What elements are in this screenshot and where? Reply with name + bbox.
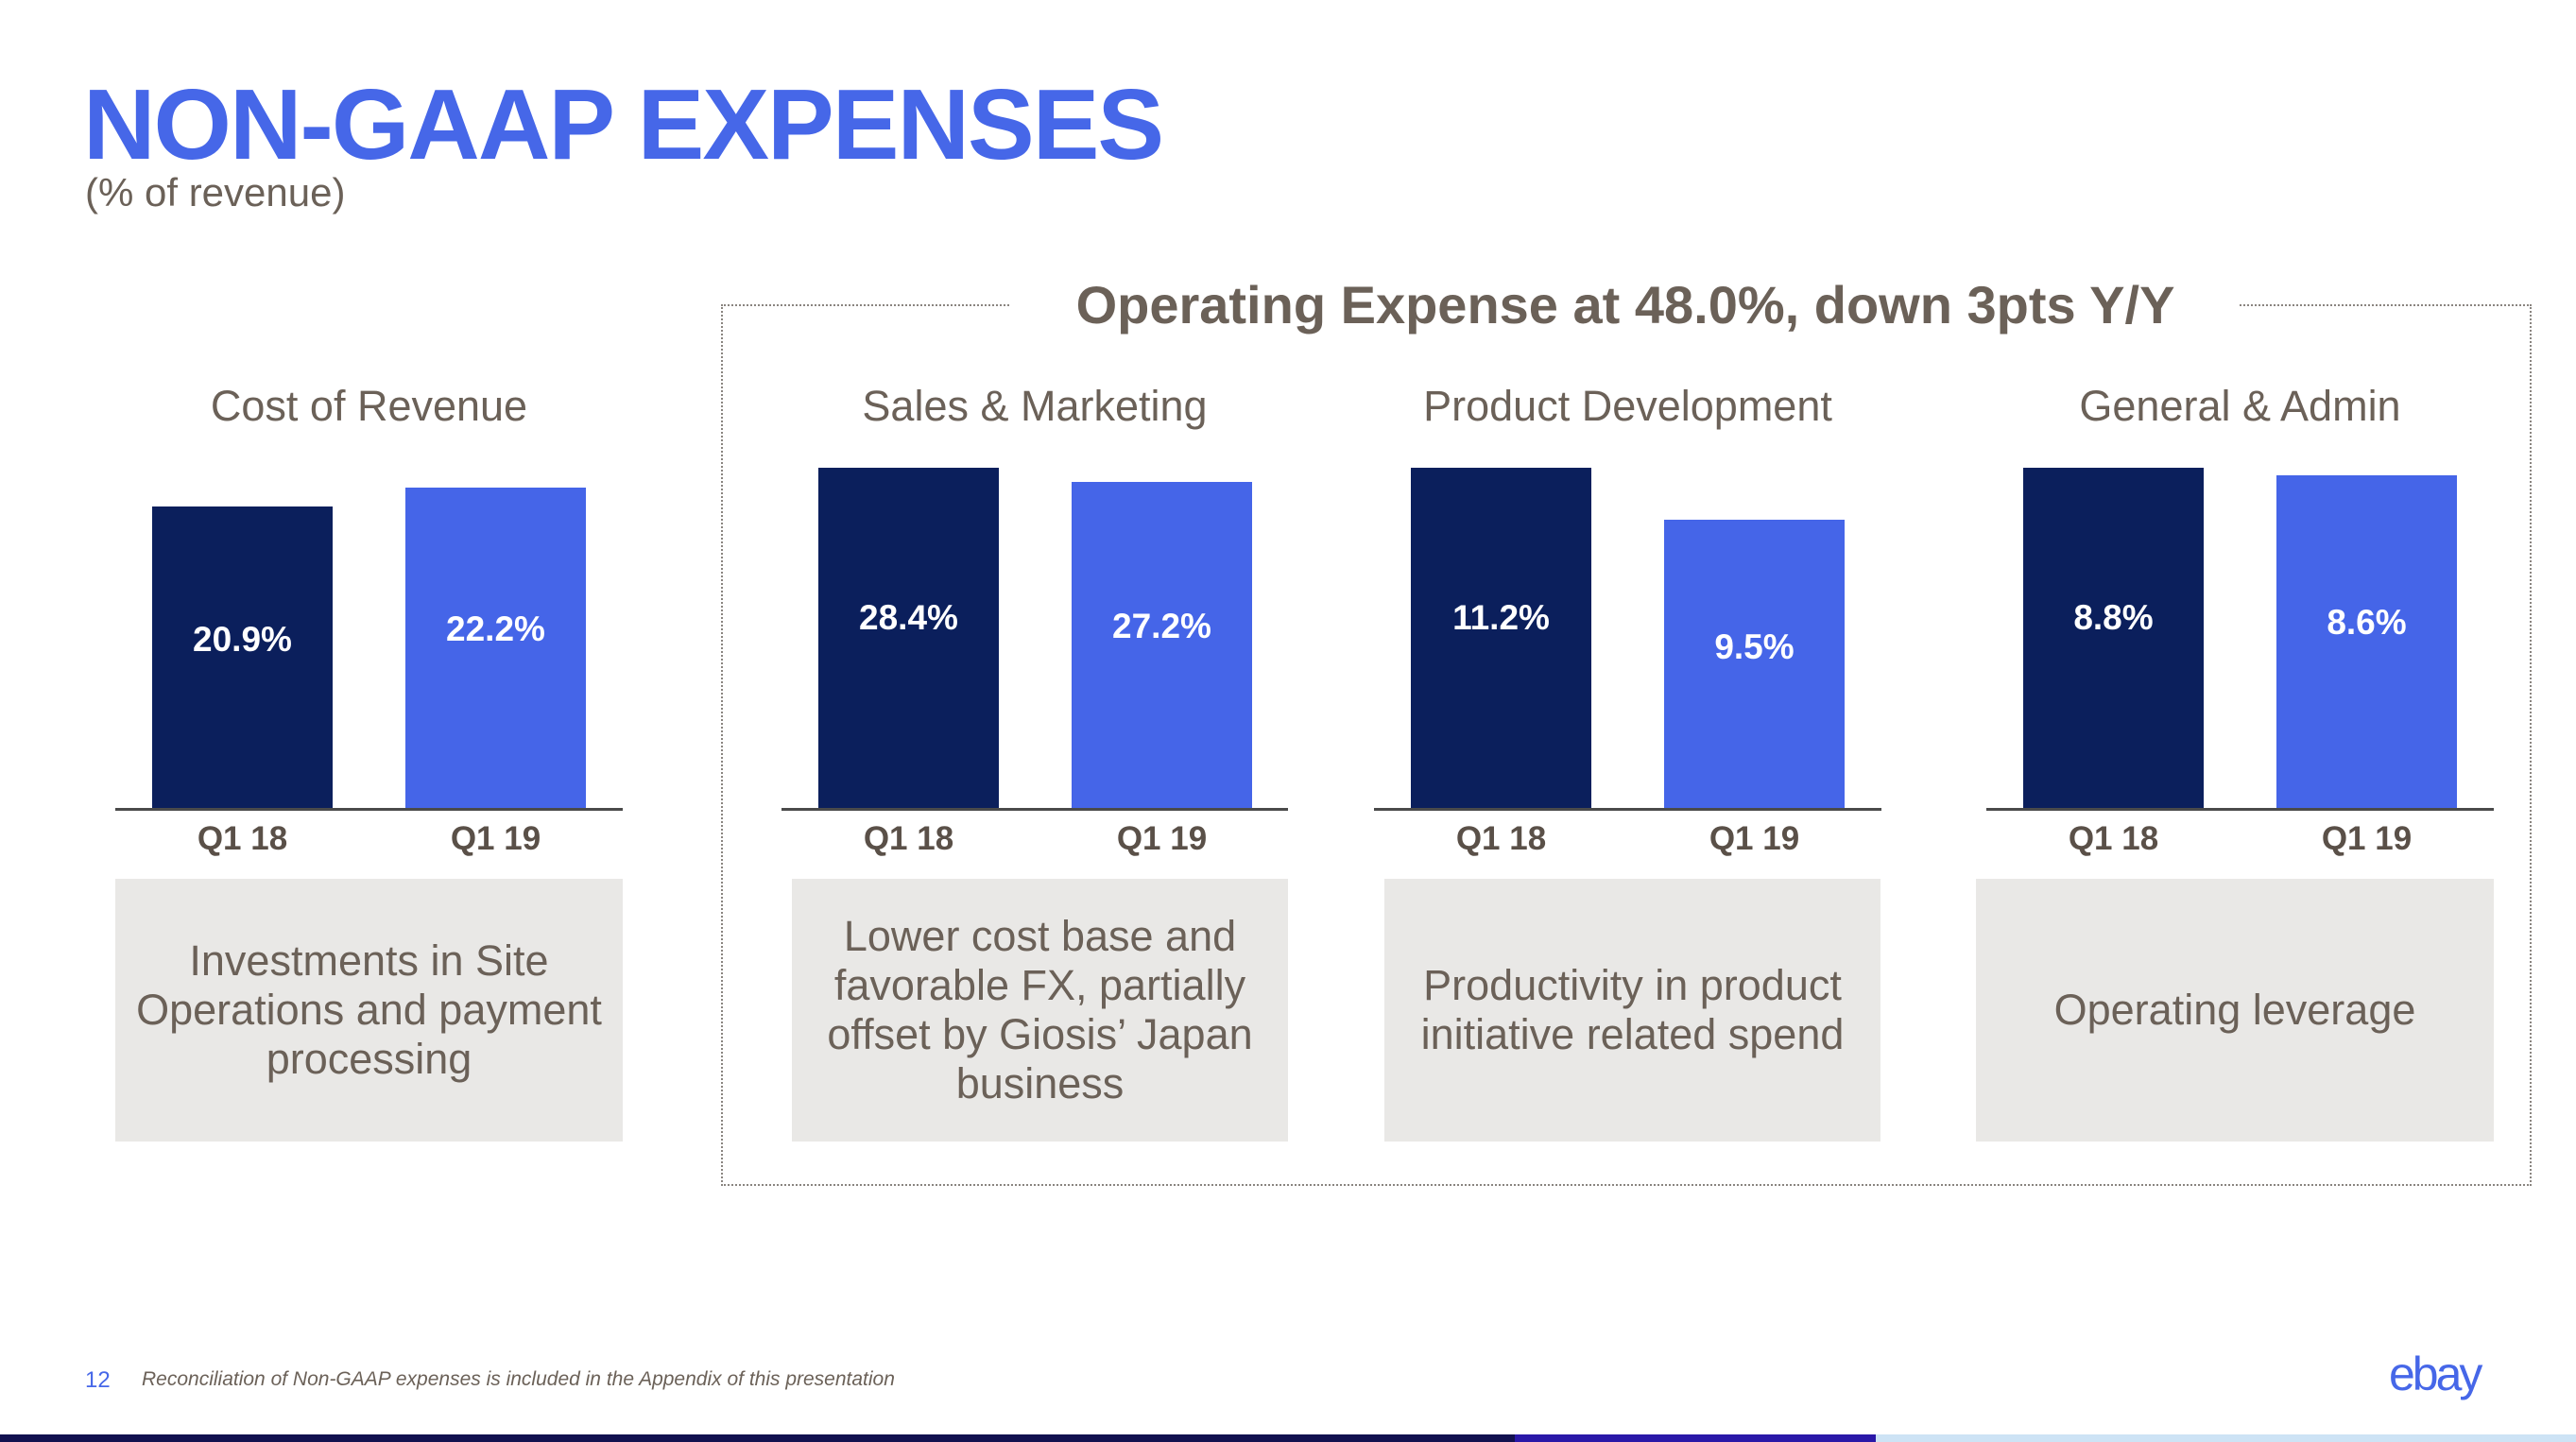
bar-value-label: 9.5% bbox=[1714, 627, 1795, 666]
footnote: Reconciliation of Non-GAAP expenses is i… bbox=[142, 1368, 895, 1390]
operating-expense-header: Operating Expense at 48.0%, down 3pts Y/… bbox=[1011, 274, 2240, 335]
x-tick-label: Q1 19 bbox=[1116, 820, 1208, 857]
x-axis-line bbox=[1986, 808, 2494, 811]
panel-title: Cost of Revenue bbox=[210, 382, 528, 430]
bar-value-label: 27.2% bbox=[1112, 606, 1211, 645]
footer-strip-navy bbox=[0, 1434, 1515, 1442]
bar-q1-19: 8.6% bbox=[2276, 475, 2457, 808]
x-axis-line bbox=[115, 808, 623, 811]
panel-title: Sales & Marketing bbox=[862, 382, 1208, 430]
bar-value-label: 20.9% bbox=[193, 620, 292, 660]
bar-value-label: 11.2% bbox=[1452, 598, 1550, 638]
page-title: NON-GAAP EXPENSES bbox=[83, 69, 1164, 180]
page-subtitle: (% of revenue) bbox=[85, 170, 346, 215]
bar-value-label: 8.8% bbox=[2073, 598, 2154, 638]
panel-note: Productivity in product initiative relat… bbox=[1384, 879, 1880, 1142]
page-number: 12 bbox=[85, 1367, 111, 1393]
x-tick-label: Q1 19 bbox=[450, 820, 541, 857]
bar-value-label: 8.6% bbox=[2327, 602, 2407, 642]
x-tick-label: Q1 19 bbox=[1709, 820, 1800, 857]
x-tick-label: Q1 18 bbox=[863, 820, 954, 857]
x-tick-label: Q1 18 bbox=[197, 820, 288, 857]
bar-q1-18: 28.4% bbox=[818, 468, 999, 808]
panel-title: Product Development bbox=[1423, 382, 1832, 430]
bar-value-label: 22.2% bbox=[446, 609, 545, 649]
bar-q1-19: 27.2% bbox=[1072, 482, 1252, 808]
x-tick-label: Q1 18 bbox=[1455, 820, 1547, 857]
x-tick-label: Q1 19 bbox=[2321, 820, 2413, 857]
footer-strip-purple bbox=[1515, 1434, 1876, 1442]
panel-note: Investments in Site Operations and payme… bbox=[115, 879, 623, 1142]
bar-q1-19: 9.5% bbox=[1664, 519, 1845, 808]
bar-q1-19: 22.2% bbox=[405, 488, 586, 808]
panel-note: Lower cost base and favorable FX, partia… bbox=[792, 879, 1288, 1142]
x-axis-line bbox=[781, 808, 1288, 811]
x-axis-line bbox=[1374, 808, 1881, 811]
footer-strip-light bbox=[1876, 1434, 2576, 1442]
panel-title: General & Admin bbox=[2079, 382, 2401, 430]
bar-value-label: 28.4% bbox=[859, 598, 958, 638]
ebay-logo: ebay bbox=[2389, 1348, 2482, 1400]
bar-q1-18: 20.9% bbox=[152, 506, 333, 808]
bar-q1-18: 11.2% bbox=[1411, 468, 1591, 808]
x-tick-label: Q1 18 bbox=[2068, 820, 2159, 857]
bar-q1-18: 8.8% bbox=[2023, 468, 2204, 808]
panel-note: Operating leverage bbox=[1976, 879, 2494, 1142]
